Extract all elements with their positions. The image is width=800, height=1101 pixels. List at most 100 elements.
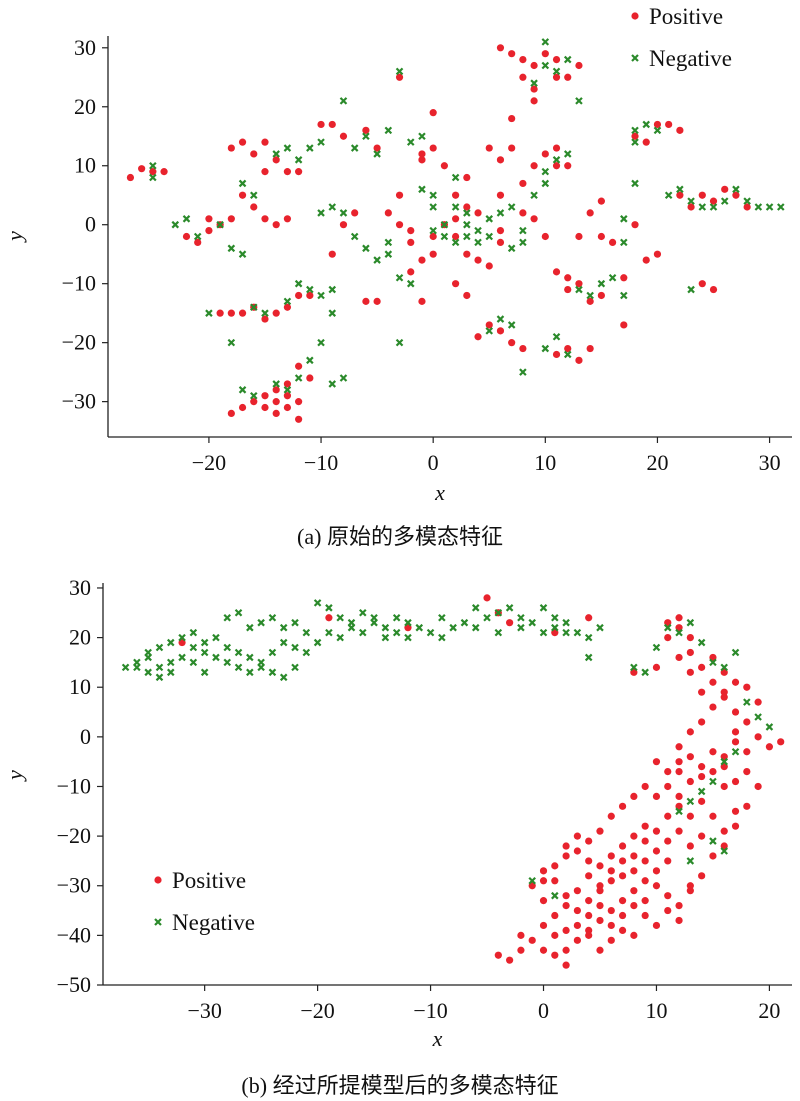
- data-point-positive: [675, 901, 683, 910]
- data-point-negative: [313, 638, 322, 647]
- data-point-positive: [227, 409, 235, 418]
- data-point-negative: [182, 215, 191, 223]
- data-point-positive: [664, 782, 672, 791]
- data-point-positive: [652, 827, 661, 835]
- data-point-positive: [597, 232, 605, 241]
- data-point-positive: [463, 203, 471, 211]
- data-point-positive: [474, 256, 482, 264]
- y-tick-label: −30: [62, 389, 96, 414]
- data-point-positive: [686, 753, 694, 761]
- data-point-positive: [373, 144, 381, 152]
- data-point-negative: [328, 309, 337, 317]
- data-point-positive: [564, 274, 572, 282]
- data-point-negative: [189, 628, 198, 637]
- y-tick-label: 30: [69, 575, 91, 600]
- data-point-positive: [630, 832, 638, 840]
- data-point-positive: [149, 168, 157, 176]
- data-point-negative: [777, 203, 785, 211]
- data-point-negative: [485, 232, 494, 241]
- data-point-positive: [562, 842, 570, 850]
- data-point-positive: [754, 698, 762, 706]
- data-point-positive: [698, 832, 706, 840]
- data-point-positive: [362, 126, 370, 134]
- caption-a: (a) 原始的多模态特征: [297, 524, 503, 549]
- data-point-negative: [528, 877, 536, 885]
- series-negative-b: [121, 599, 774, 900]
- data-point-positive: [731, 728, 740, 736]
- data-point-negative: [200, 668, 209, 677]
- data-point-positive: [395, 191, 404, 199]
- data-point-negative: [193, 232, 202, 241]
- data-point-positive: [474, 209, 482, 217]
- data-point-positive: [485, 144, 493, 152]
- data-point-negative: [155, 663, 164, 672]
- data-point-positive: [261, 392, 269, 400]
- data-point-positive: [519, 55, 527, 64]
- data-point-positive: [618, 802, 627, 810]
- data-point-positive: [452, 280, 460, 288]
- data-point-negative: [155, 673, 164, 682]
- data-point-negative: [306, 144, 314, 152]
- data-point-positive: [709, 197, 718, 205]
- data-point-negative: [575, 97, 583, 105]
- data-point-positive: [709, 703, 717, 711]
- data-point-negative: [362, 244, 370, 253]
- data-point-negative: [223, 658, 232, 667]
- data-point-negative: [200, 638, 209, 647]
- x-tick-label: 20: [758, 998, 780, 1023]
- data-point-positive: [675, 916, 683, 925]
- data-point-negative: [519, 238, 527, 247]
- data-point-positive: [675, 827, 683, 835]
- y-tick-label: 10: [74, 153, 96, 178]
- data-point-positive: [608, 238, 617, 246]
- data-point-negative: [438, 613, 446, 622]
- data-point-positive: [731, 777, 740, 786]
- data-point-negative: [370, 613, 378, 622]
- data-point-negative: [563, 55, 572, 64]
- data-point-negative: [539, 604, 548, 612]
- axes-b: −30 −20 −10 0 10 20 −50 −40 −30 −20 −10 0 10 20 30 x y: [2, 575, 792, 1051]
- legend-marker-negative: [631, 54, 639, 62]
- data-point-positive: [506, 956, 514, 964]
- x-tick-label: 10: [534, 450, 556, 475]
- data-point-negative: [687, 197, 695, 205]
- data-point-negative: [227, 338, 236, 347]
- y-tick-label: −30: [57, 873, 91, 898]
- data-point-negative: [438, 633, 446, 642]
- data-point-negative: [631, 179, 639, 188]
- data-point-negative: [463, 232, 471, 241]
- data-point-positive: [585, 897, 593, 905]
- data-point-positive: [483, 594, 491, 602]
- data-point-negative: [283, 386, 292, 394]
- data-point-positive: [272, 221, 280, 229]
- data-point-positive: [575, 232, 583, 241]
- data-point-positive: [675, 767, 683, 776]
- data-point-negative: [155, 643, 164, 652]
- data-point-positive: [227, 215, 235, 223]
- data-point-negative: [720, 663, 729, 672]
- data-point-negative: [449, 623, 457, 632]
- data-point-positive: [506, 619, 514, 627]
- data-point-positive: [686, 777, 694, 786]
- data-point-positive: [652, 758, 661, 766]
- data-point-negative: [189, 643, 198, 652]
- data-point-negative: [283, 144, 292, 152]
- data-point-positive: [596, 827, 604, 835]
- data-point-negative: [339, 374, 348, 382]
- caption-b: (b) 经过所提模型后的多模态特征: [241, 1073, 559, 1098]
- data-point-positive: [216, 309, 224, 317]
- data-point-positive: [539, 921, 548, 930]
- data-point-negative: [171, 220, 180, 229]
- y-tick-label: −40: [57, 922, 91, 947]
- data-point-positive: [541, 150, 549, 158]
- data-point-positive: [418, 156, 426, 164]
- data-point-positive: [720, 693, 728, 701]
- data-point-positive: [562, 852, 570, 860]
- data-point-positive: [698, 280, 706, 288]
- data-point-positive: [295, 168, 303, 176]
- data-point-negative: [720, 847, 729, 855]
- data-point-negative: [328, 380, 337, 388]
- data-point-positive: [765, 743, 774, 751]
- data-point-negative: [149, 161, 157, 170]
